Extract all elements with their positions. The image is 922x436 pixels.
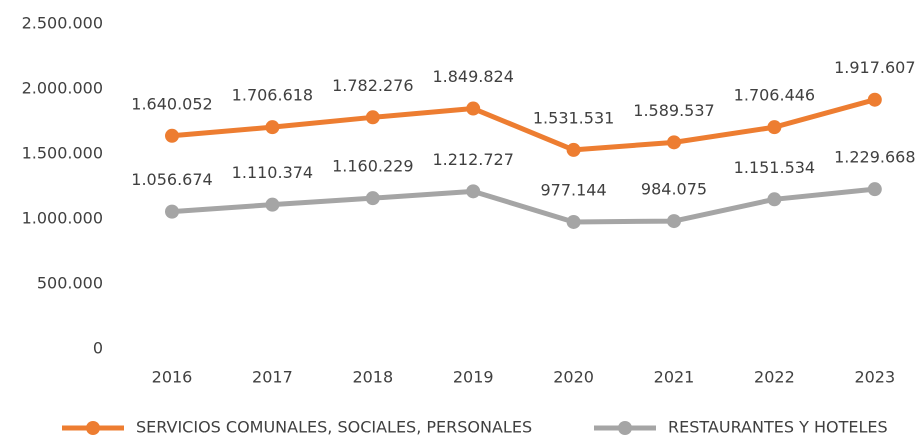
x-tick-label: 2017: [252, 368, 293, 387]
y-tick-label: 1.500.000: [22, 144, 103, 163]
point: [867, 182, 882, 197]
point: [165, 204, 179, 219]
x-tick-label: 2019: [453, 368, 494, 387]
y-tick-label: 1.000.000: [22, 209, 103, 228]
data-label: 1.151.534: [734, 158, 815, 177]
legend-marker: [618, 421, 632, 435]
point: [566, 214, 581, 229]
x-tick-label: 2020: [553, 368, 594, 387]
x-tick-label: 2016: [152, 368, 193, 387]
data-label: 1.706.618: [232, 86, 313, 105]
x-tick-label: 2018: [352, 368, 393, 387]
data-label: 1.212.727: [432, 150, 513, 169]
data-label: 1.589.537: [633, 101, 714, 120]
series-line: [171, 97, 876, 153]
data-label: 1.640.052: [131, 94, 212, 113]
y-tick-label: 0: [93, 339, 103, 358]
data-label: 1.782.276: [332, 76, 413, 95]
y-tick-label: 2.000.000: [22, 79, 103, 98]
y-tick-label: 2.500.000: [22, 14, 103, 33]
point: [466, 101, 481, 116]
data-label: 1.110.374: [232, 163, 313, 182]
x-tick-label: 2022: [754, 368, 795, 387]
point: [466, 184, 481, 199]
point: [667, 135, 681, 150]
point: [667, 214, 681, 229]
data-label: 1.160.229: [332, 157, 413, 176]
legend-label: SERVICIOS COMUNALES, SOCIALES, PERSONALE…: [136, 418, 532, 436]
y-tick-label: 500.000: [37, 274, 103, 293]
data-label: 1.056.674: [131, 170, 212, 189]
data-label: 984.075: [641, 180, 707, 199]
data-label: 1.917.607: [834, 58, 915, 77]
data-label: 977.144: [541, 180, 607, 199]
point: [867, 92, 882, 107]
point: [566, 142, 581, 157]
point: [265, 197, 280, 212]
point: [165, 128, 179, 143]
point: [265, 120, 280, 135]
series-line: [171, 186, 876, 225]
legend-label: RESTAURANTES Y HOTELES: [668, 418, 888, 436]
data-label: 1.706.446: [734, 86, 815, 105]
point: [365, 191, 380, 206]
x-tick-label: 2023: [854, 368, 895, 387]
data-label: 1.229.668: [834, 148, 915, 167]
x-tick-label: 2021: [654, 368, 695, 387]
legend-marker: [86, 421, 100, 435]
point: [767, 120, 782, 135]
data-label: 1.849.824: [432, 67, 513, 86]
data-label: 1.531.531: [533, 108, 614, 127]
point: [365, 110, 380, 125]
point: [767, 192, 782, 207]
